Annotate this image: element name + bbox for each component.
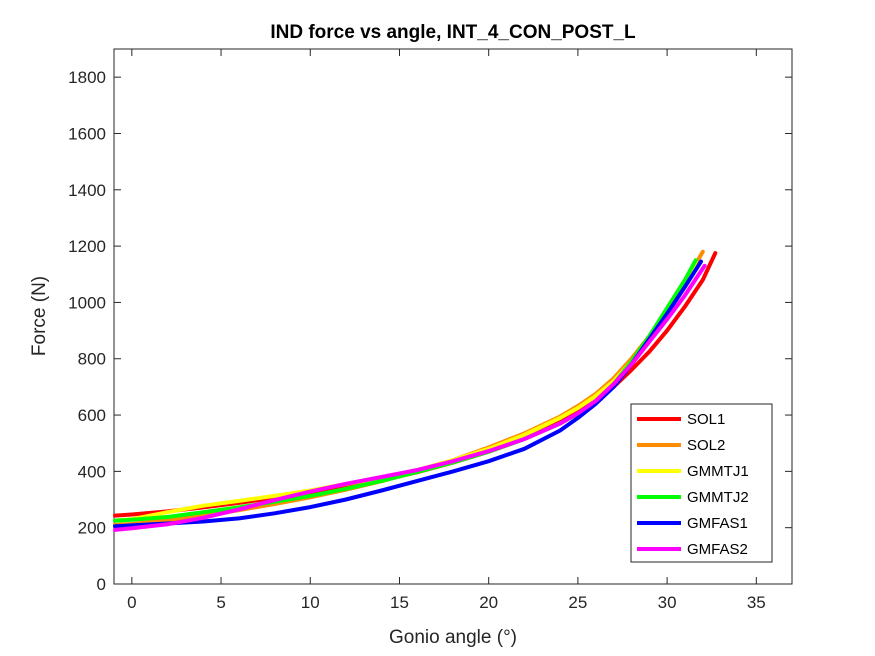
- x-tick-label: 35: [747, 593, 766, 612]
- x-axis: 0 5 10 15 20 25 30 35: [127, 49, 766, 612]
- series-line-gmfas2: [113, 263, 707, 532]
- legend-label-gmmtj2: GMMTJ2: [687, 489, 749, 506]
- x-axis-label: Gonio angle (°): [389, 627, 517, 648]
- y-tick-label: 1400: [68, 181, 106, 200]
- legend-box: [630, 403, 773, 563]
- x-tick-label: 5: [216, 593, 225, 612]
- x-tick-label: 20: [479, 593, 498, 612]
- y-axis: 0 200 400 600 800 1000 1200 1400 1600 1800: [68, 68, 792, 594]
- y-tick-label: 1000: [68, 293, 106, 312]
- x-tick-label: 25: [568, 593, 587, 612]
- x-tick-label: 30: [658, 593, 677, 612]
- legend-label-sol1: SOL1: [687, 411, 725, 428]
- y-tick-label: 800: [78, 350, 106, 369]
- legend-label-gmfas2: GMFAS2: [687, 541, 748, 558]
- legend: SOL1 SOL2 GMMTJ1 GMMTJ2 GMFAS1 GMFAS2: [630, 403, 773, 563]
- y-axis-label: Force (N): [29, 276, 50, 356]
- y-tick-label: 400: [78, 462, 106, 481]
- y-tick-label: 200: [78, 519, 106, 538]
- x-tick-label: 0: [127, 593, 136, 612]
- y-tick-label: 1200: [68, 237, 106, 256]
- legend-label-gmfas1: GMFAS1: [687, 515, 748, 532]
- y-tick-label: 600: [78, 406, 106, 425]
- chart-title: IND force vs angle, INT_4_CON_POST_L: [270, 22, 636, 43]
- y-tick-label: 0: [97, 575, 106, 594]
- x-tick-label: 15: [390, 593, 409, 612]
- legend-label-gmmtj1: GMMTJ1: [687, 463, 749, 480]
- y-tick-label: 1600: [68, 124, 106, 143]
- series-lines: [113, 249, 718, 532]
- x-tick-label: 10: [301, 593, 320, 612]
- legend-label-sol2: SOL2: [687, 437, 725, 454]
- y-tick-label: 1800: [68, 68, 106, 87]
